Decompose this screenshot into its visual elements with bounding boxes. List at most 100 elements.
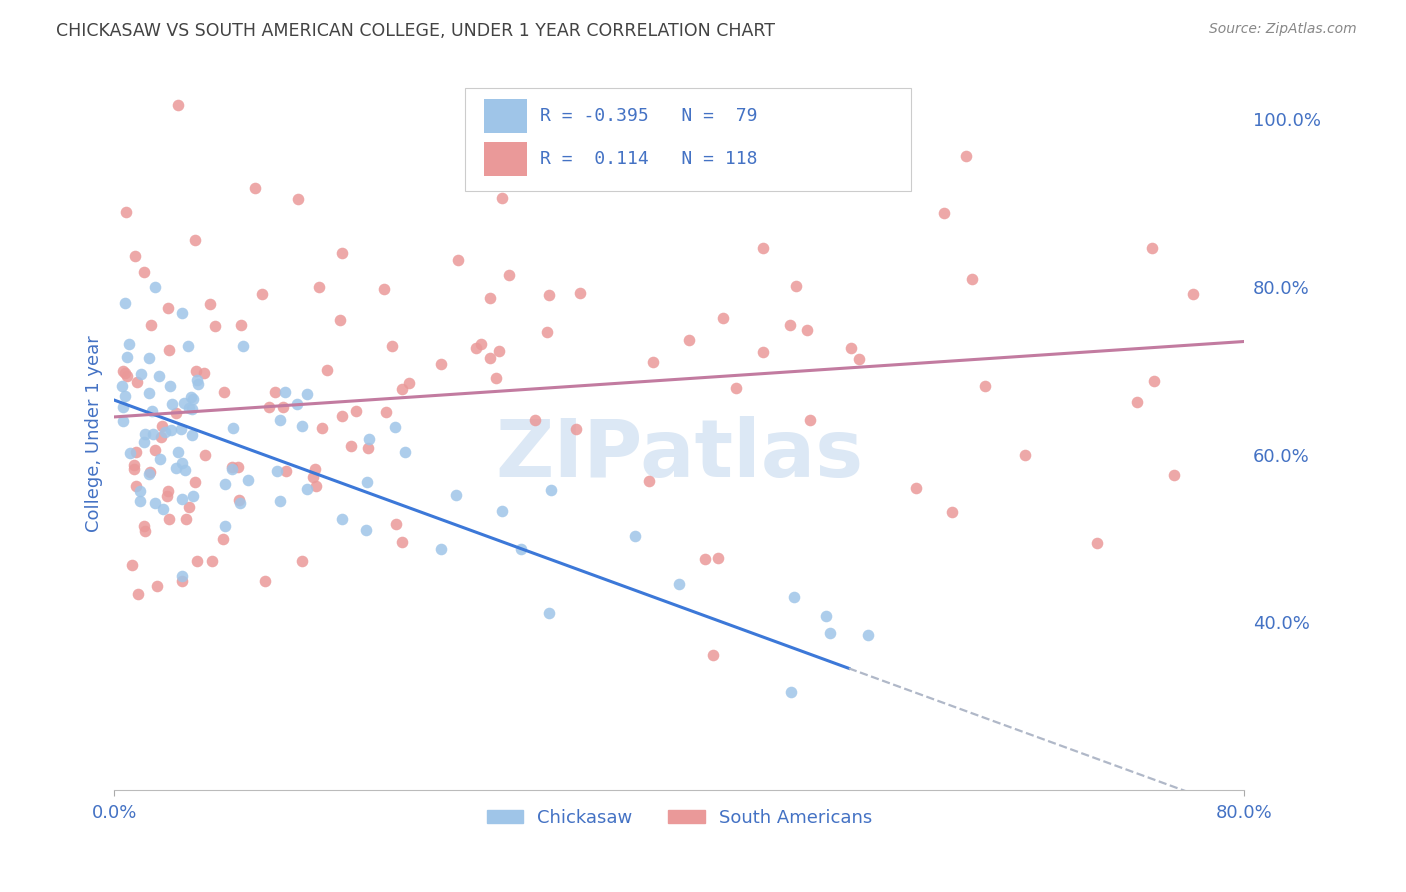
Point	[470, 336, 492, 351]
Point	[129, 494, 152, 508]
Point	[243, 181, 266, 195]
Point	[340, 439, 363, 453]
Point	[269, 413, 291, 427]
Point	[125, 478, 148, 492]
Point	[678, 334, 700, 348]
Point	[330, 409, 353, 424]
Point	[932, 205, 955, 219]
Point	[1125, 394, 1147, 409]
Point	[143, 443, 166, 458]
Point	[200, 297, 222, 311]
Point	[170, 491, 193, 506]
Point	[122, 462, 145, 476]
Point	[177, 500, 200, 514]
Point	[114, 389, 136, 403]
Point	[330, 245, 353, 260]
Point	[112, 364, 135, 378]
Point	[229, 496, 252, 510]
Point	[187, 376, 209, 391]
Point	[276, 464, 298, 478]
Point	[184, 233, 207, 247]
Point	[818, 625, 841, 640]
Point	[725, 381, 748, 395]
Point	[111, 400, 134, 414]
Point	[311, 421, 333, 435]
Point	[799, 413, 821, 427]
Point	[359, 433, 381, 447]
Point	[177, 401, 200, 416]
Point	[152, 501, 174, 516]
Point	[491, 503, 513, 517]
Point	[186, 364, 208, 378]
Point	[491, 191, 513, 205]
Point	[381, 339, 404, 353]
Point	[384, 420, 406, 434]
Point	[132, 518, 155, 533]
Point	[524, 413, 547, 427]
Point	[254, 574, 277, 588]
Point	[160, 397, 183, 411]
Point	[330, 512, 353, 526]
Point	[305, 479, 328, 493]
Point	[184, 475, 207, 490]
Point	[122, 458, 145, 472]
Point	[157, 301, 180, 315]
Text: R = -0.395   N =  79: R = -0.395 N = 79	[540, 107, 758, 125]
Point	[170, 569, 193, 583]
Point	[374, 405, 396, 419]
Point	[478, 291, 501, 305]
Point	[177, 339, 200, 353]
Point	[157, 512, 180, 526]
Point	[134, 524, 156, 538]
Point	[273, 400, 295, 414]
Text: ZIPatlas: ZIPatlas	[495, 416, 863, 494]
Point	[780, 685, 803, 699]
Point	[138, 467, 160, 481]
Point	[702, 648, 724, 662]
Point	[974, 379, 997, 393]
FancyBboxPatch shape	[465, 88, 911, 192]
Point	[115, 351, 138, 365]
Point	[232, 339, 254, 353]
Point	[214, 518, 236, 533]
Point	[153, 425, 176, 440]
Point	[706, 550, 728, 565]
Point	[447, 252, 470, 267]
Point	[960, 271, 983, 285]
Point	[1143, 374, 1166, 388]
Point	[132, 434, 155, 449]
Point	[115, 205, 138, 219]
Point	[143, 280, 166, 294]
Point	[291, 554, 314, 568]
Point	[430, 357, 453, 371]
Point	[266, 464, 288, 478]
Point	[815, 609, 838, 624]
Point	[1142, 241, 1164, 255]
Point	[204, 319, 226, 334]
Point	[841, 341, 863, 355]
Point	[329, 313, 352, 327]
Point	[391, 382, 413, 396]
Point	[638, 474, 661, 488]
Point	[170, 422, 193, 436]
Point	[782, 590, 804, 604]
Point	[146, 579, 169, 593]
Point	[373, 282, 395, 296]
Point	[114, 296, 136, 310]
Point	[779, 318, 801, 333]
Point	[139, 318, 162, 333]
Point	[125, 376, 148, 390]
Text: R =  0.114   N = 118: R = 0.114 N = 118	[540, 150, 758, 169]
Point	[856, 628, 879, 642]
Point	[316, 363, 339, 377]
Point	[257, 400, 280, 414]
Point	[1182, 287, 1205, 301]
Point	[478, 351, 501, 365]
Point	[796, 323, 818, 337]
Point	[226, 459, 249, 474]
Point	[211, 532, 233, 546]
Point	[118, 446, 141, 460]
Point	[170, 306, 193, 320]
Point	[111, 379, 134, 393]
Point	[129, 367, 152, 381]
